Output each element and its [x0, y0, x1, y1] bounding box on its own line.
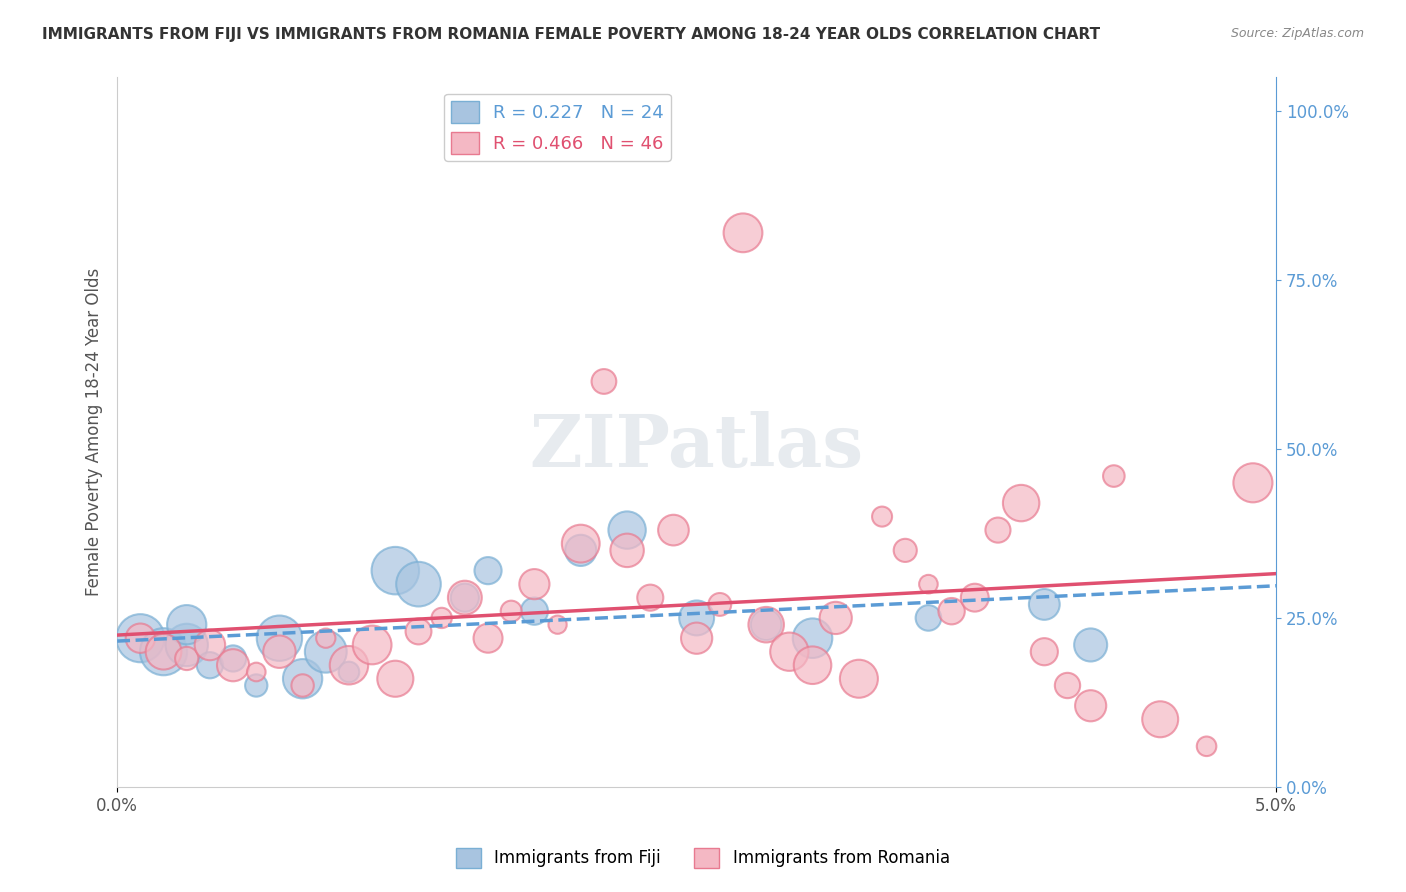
- Point: [337, 665, 360, 679]
- Point: [569, 543, 592, 558]
- Point: [801, 658, 824, 673]
- Point: [129, 631, 152, 645]
- Point: [245, 678, 267, 692]
- Point: [1033, 598, 1056, 612]
- Point: [987, 523, 1010, 537]
- Point: [1033, 645, 1056, 659]
- Point: [917, 577, 939, 591]
- Y-axis label: Female Poverty Among 18-24 Year Olds: Female Poverty Among 18-24 Year Olds: [86, 268, 103, 596]
- Point: [616, 543, 638, 558]
- Point: [315, 645, 337, 659]
- Point: [176, 638, 198, 652]
- Text: ZIPatlas: ZIPatlas: [530, 411, 863, 482]
- Point: [198, 658, 221, 673]
- Point: [1080, 638, 1102, 652]
- Point: [662, 523, 685, 537]
- Point: [709, 598, 731, 612]
- Point: [1149, 712, 1171, 726]
- Point: [870, 509, 893, 524]
- Point: [176, 617, 198, 632]
- Legend: Immigrants from Fiji, Immigrants from Romania: Immigrants from Fiji, Immigrants from Ro…: [450, 841, 956, 875]
- Point: [315, 631, 337, 645]
- Point: [685, 611, 707, 625]
- Point: [384, 564, 406, 578]
- Point: [176, 651, 198, 665]
- Legend: R = 0.227   N = 24, R = 0.466   N = 46: R = 0.227 N = 24, R = 0.466 N = 46: [444, 94, 671, 161]
- Point: [801, 631, 824, 645]
- Point: [941, 604, 963, 618]
- Point: [454, 591, 477, 605]
- Point: [1056, 678, 1078, 692]
- Point: [731, 226, 754, 240]
- Point: [640, 591, 662, 605]
- Point: [477, 631, 499, 645]
- Point: [1010, 496, 1032, 510]
- Point: [408, 624, 430, 639]
- Point: [430, 611, 453, 625]
- Point: [963, 591, 986, 605]
- Point: [1102, 469, 1125, 483]
- Point: [222, 658, 245, 673]
- Point: [569, 536, 592, 550]
- Point: [291, 678, 314, 692]
- Point: [685, 631, 707, 645]
- Point: [1080, 698, 1102, 713]
- Point: [152, 645, 174, 659]
- Point: [477, 564, 499, 578]
- Point: [824, 611, 846, 625]
- Point: [245, 665, 267, 679]
- Point: [917, 611, 939, 625]
- Point: [894, 543, 917, 558]
- Point: [337, 658, 360, 673]
- Point: [755, 617, 778, 632]
- Point: [152, 645, 174, 659]
- Point: [361, 638, 384, 652]
- Point: [454, 591, 477, 605]
- Point: [593, 375, 616, 389]
- Point: [523, 577, 546, 591]
- Point: [291, 672, 314, 686]
- Point: [269, 631, 291, 645]
- Point: [547, 617, 569, 632]
- Point: [523, 604, 546, 618]
- Text: Source: ZipAtlas.com: Source: ZipAtlas.com: [1230, 27, 1364, 40]
- Text: IMMIGRANTS FROM FIJI VS IMMIGRANTS FROM ROMANIA FEMALE POVERTY AMONG 18-24 YEAR : IMMIGRANTS FROM FIJI VS IMMIGRANTS FROM …: [42, 27, 1101, 42]
- Point: [408, 577, 430, 591]
- Point: [198, 638, 221, 652]
- Point: [222, 651, 245, 665]
- Point: [1195, 739, 1218, 754]
- Point: [1241, 475, 1264, 490]
- Point: [848, 672, 870, 686]
- Point: [129, 631, 152, 645]
- Point: [778, 645, 800, 659]
- Point: [269, 645, 291, 659]
- Point: [755, 617, 778, 632]
- Point: [501, 604, 523, 618]
- Point: [384, 672, 406, 686]
- Point: [616, 523, 638, 537]
